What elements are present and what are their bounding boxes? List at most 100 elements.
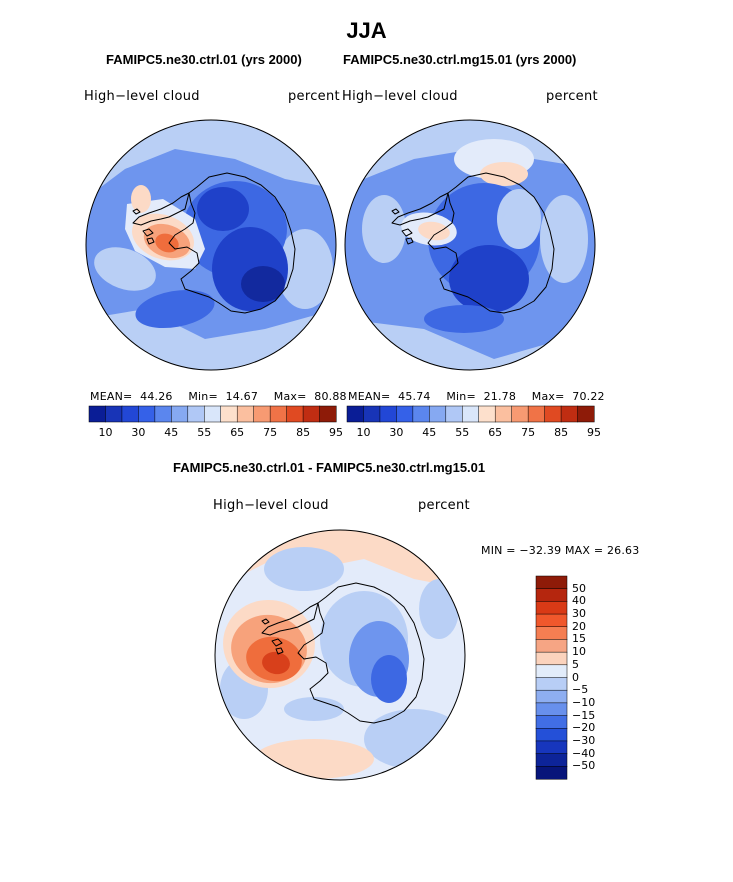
colorbar-swatch xyxy=(535,677,568,691)
contour-region xyxy=(480,162,528,186)
panel-1-min-value: 14.67 xyxy=(225,390,259,403)
colorbar-tick-label: 50 xyxy=(572,581,586,595)
colorbar-swatch xyxy=(187,405,205,423)
panel-2-min-value: 21.78 xyxy=(483,390,517,403)
panel-1-mean-label: MEAN= xyxy=(90,390,133,403)
coastline xyxy=(261,602,319,636)
colorbar-swatch xyxy=(535,575,568,590)
panel-1-units-label: percent xyxy=(288,89,340,104)
colorbar-tick-label: −50 xyxy=(572,759,596,773)
difference-units-label: percent xyxy=(418,498,470,513)
colorbar-swatch xyxy=(535,728,568,742)
colorbar-tick-label: −15 xyxy=(572,708,596,722)
panel-1-max-label: Max= xyxy=(273,390,307,403)
colorbar-swatch xyxy=(236,405,255,423)
colorbar-tick-label: 95 xyxy=(587,426,601,439)
coastline xyxy=(401,228,413,237)
panel-2-map xyxy=(344,119,596,371)
coastline xyxy=(391,192,449,226)
difference-minmax-text: MIN = −32.39 MAX = 26.63 xyxy=(481,544,640,557)
coastline xyxy=(168,172,296,314)
colorbar-tick-label: 10 xyxy=(98,426,113,439)
contour-region xyxy=(418,221,450,241)
colorbar-swatch xyxy=(511,405,529,423)
colorbar-swatch xyxy=(302,405,321,423)
colorbar-swatch xyxy=(171,405,189,423)
contour-region xyxy=(277,229,333,309)
coastline xyxy=(132,208,141,215)
colorbar-tick-label: 95 xyxy=(329,426,343,439)
colorbar-swatch xyxy=(204,405,222,423)
contour-region xyxy=(419,579,459,639)
colorbar-tick-label: 45 xyxy=(164,426,179,439)
colorbar-swatch xyxy=(88,405,107,423)
colorbar-tick-label: 55 xyxy=(455,426,470,439)
colorbar-swatch xyxy=(445,405,463,423)
colorbar-swatch xyxy=(535,601,568,615)
colorbar-swatch xyxy=(154,405,172,423)
colorbar-tick-label: −30 xyxy=(572,733,596,747)
colorbar-tick-label: 30 xyxy=(131,426,146,439)
contour-region xyxy=(371,655,407,703)
panel-1-map xyxy=(85,119,337,371)
panel-2-variable-label: High−level cloud xyxy=(342,89,458,104)
panel-2-min-label: Min= xyxy=(446,390,476,403)
colorbar-swatch xyxy=(478,405,496,423)
colorbar-swatch xyxy=(535,715,568,729)
main-title: JJA xyxy=(346,18,387,43)
colorbar-swatch xyxy=(560,405,579,423)
colorbar-swatch xyxy=(363,405,381,423)
contour-region xyxy=(424,305,504,333)
map-border xyxy=(85,119,337,371)
contour-region xyxy=(86,120,336,199)
coastline xyxy=(132,192,190,226)
colorbar-tick-label: 75 xyxy=(521,426,536,439)
colorbar-swatch xyxy=(535,664,568,679)
colorbar-tick-label: 65 xyxy=(488,426,503,439)
panel-1-mean-value: 44.26 xyxy=(140,390,173,403)
colorbar-swatch xyxy=(379,405,397,423)
coastline xyxy=(427,172,555,314)
contour-region xyxy=(197,187,249,231)
colorbar-tick-label: 40 xyxy=(572,594,586,608)
panel-2-mean-label: MEAN= xyxy=(348,390,391,403)
colorbar-swatch xyxy=(577,405,595,423)
contour-region xyxy=(94,247,156,291)
colorbar-swatch xyxy=(535,651,568,666)
contour-region xyxy=(497,189,541,249)
colorbar-tick-label: 55 xyxy=(197,426,212,439)
colorbar-tick-label: 75 xyxy=(263,426,278,439)
difference-colorbar xyxy=(535,575,568,780)
contour-region xyxy=(131,185,151,213)
colorbar-swatch xyxy=(544,405,562,423)
panel-2-max-label: Max= xyxy=(531,390,565,403)
colorbar-tick-label: −40 xyxy=(572,746,596,760)
contour-region xyxy=(284,697,344,721)
colorbar-tick-label: −20 xyxy=(572,721,596,735)
contour-region xyxy=(264,547,344,591)
difference-title: FAMIPC5.ne30.ctrl.01 - FAMIPC5.ne30.ctrl… xyxy=(173,460,486,475)
map-border xyxy=(344,119,596,371)
difference-variable-label: High−level cloud xyxy=(213,498,329,513)
colorbar-swatch xyxy=(462,405,480,423)
coastline xyxy=(275,647,284,655)
colorbar-swatch xyxy=(105,405,123,423)
colorbar-tick-label: 85 xyxy=(296,426,311,439)
colorbar-swatch xyxy=(412,405,430,423)
colorbar-swatch xyxy=(535,689,568,704)
colorbar-swatch xyxy=(535,753,568,767)
colorbar-swatch xyxy=(319,405,337,423)
colorbar-swatch xyxy=(535,626,568,640)
coastline xyxy=(405,237,414,245)
colorbar-tick-label: 65 xyxy=(230,426,245,439)
colorbar-swatch xyxy=(535,702,568,717)
colorbar-swatch xyxy=(527,405,546,423)
coastline xyxy=(142,228,154,237)
coastline xyxy=(261,618,270,625)
panel-2-mean-value: 45.74 xyxy=(398,390,431,403)
coastline xyxy=(271,638,283,647)
colorbar-swatch xyxy=(535,588,568,602)
colorbar-tick-label: 45 xyxy=(422,426,437,439)
panel-2-title: FAMIPC5.ne30.ctrl.mg15.01 (yrs 2000) xyxy=(343,52,577,67)
colorbar-tick-label: −10 xyxy=(572,695,596,709)
